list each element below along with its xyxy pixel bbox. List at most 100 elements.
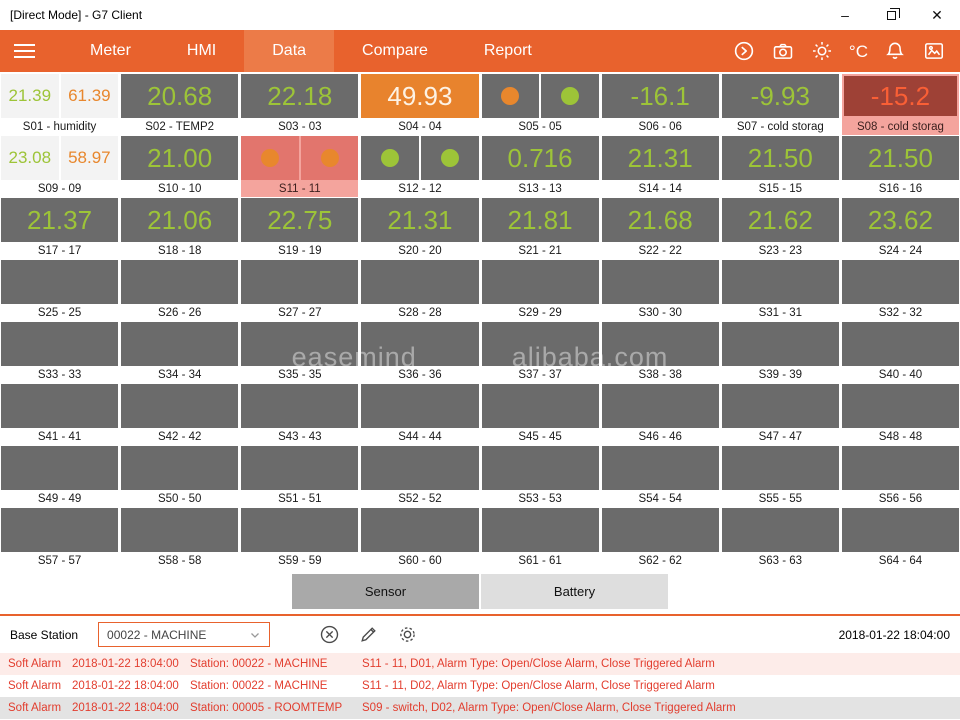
tile-value-area <box>721 384 839 428</box>
battery-button[interactable]: Battery <box>481 574 668 609</box>
sensor-tile[interactable]: S30 - 30 <box>601 260 719 321</box>
sensor-tile[interactable]: S48 - 48 <box>841 384 959 445</box>
station-select[interactable]: 00022 - MACHINE <box>98 622 271 647</box>
sensor-label: S37 - 37 <box>518 369 562 381</box>
sensor-tile[interactable]: 21.62 S23 - 23 <box>721 198 839 259</box>
tab-compare[interactable]: Compare <box>362 42 428 59</box>
sensor-tile[interactable]: S27 - 27 <box>241 260 359 321</box>
sensor-tile[interactable]: S47 - 47 <box>721 384 839 445</box>
sensor-button[interactable]: Sensor <box>292 574 479 609</box>
sensor-tile[interactable]: 21.37 S17 - 17 <box>1 198 119 259</box>
sensor-tile[interactable]: 21.31 S14 - 14 <box>601 136 719 197</box>
tab-meter[interactable]: Meter <box>90 42 131 59</box>
sensor-tile[interactable]: 21.00 S10 - 10 <box>121 136 239 197</box>
sensor-tile[interactable]: S36 - 36 <box>361 322 479 383</box>
sensor-tile[interactable]: S35 - 35 <box>241 322 359 383</box>
sensor-label: S14 - 14 <box>638 183 682 195</box>
sensor-tile[interactable]: S41 - 41 <box>1 384 119 445</box>
sensor-tile[interactable]: 21.06 S18 - 18 <box>121 198 239 259</box>
sensor-tile[interactable]: S25 - 25 <box>1 260 119 321</box>
sensor-tile[interactable]: S33 - 33 <box>1 322 119 383</box>
tile-value-area <box>721 508 839 552</box>
sensor-tile[interactable]: S31 - 31 <box>721 260 839 321</box>
sensor-tile[interactable]: S56 - 56 <box>841 446 959 507</box>
sensor-tile[interactable]: S42 - 42 <box>121 384 239 445</box>
camera-icon[interactable] <box>771 39 795 63</box>
sensor-tile[interactable]: 21.50 S16 - 16 <box>841 136 959 197</box>
sensor-tile[interactable]: -9.93 S07 - cold storag <box>721 74 839 135</box>
sensor-tile[interactable]: 22.75 S19 - 19 <box>241 198 359 259</box>
sensor-tile[interactable]: S39 - 39 <box>721 322 839 383</box>
sensor-label: S06 - 06 <box>638 121 682 133</box>
sensor-tile[interactable]: 23.08 58.97 S09 - 09 <box>1 136 119 197</box>
sensor-tile[interactable]: 21.39 61.39 S01 - humidity <box>1 74 119 135</box>
alarm-row[interactable]: Soft Alarm 2018-01-22 18:04:00 Station: 00… <box>0 697 960 719</box>
sensor-label: S60 - 60 <box>398 555 442 567</box>
sensor-tile[interactable]: S60 - 60 <box>361 508 479 569</box>
sensor-tile[interactable]: S11 - 11 <box>241 136 359 197</box>
sensor-tile[interactable]: S26 - 26 <box>121 260 239 321</box>
sensor-tile[interactable]: 23.62 S24 - 24 <box>841 198 959 259</box>
sensor-tile[interactable]: S58 - 58 <box>121 508 239 569</box>
sensor-tile[interactable]: S63 - 63 <box>721 508 839 569</box>
sensor-tile[interactable]: S54 - 54 <box>601 446 719 507</box>
sensor-label: S44 - 44 <box>398 431 442 443</box>
sync-icon[interactable] <box>732 39 756 63</box>
alarm-bell-icon[interactable] <box>883 39 907 63</box>
temperature-unit-label[interactable]: °C <box>848 41 868 61</box>
sensor-tile[interactable]: S34 - 34 <box>121 322 239 383</box>
sensor-tile[interactable]: S32 - 32 <box>841 260 959 321</box>
edit-icon[interactable] <box>357 624 379 646</box>
sensor-tile[interactable]: S40 - 40 <box>841 322 959 383</box>
sensor-tile[interactable]: S50 - 50 <box>121 446 239 507</box>
sensor-tile[interactable]: -15.2 S08 - cold storag <box>841 74 959 135</box>
sensor-label: S53 - 53 <box>518 493 562 505</box>
sensor-tile[interactable]: S51 - 51 <box>241 446 359 507</box>
sensor-tile[interactable]: S37 - 37 <box>481 322 599 383</box>
sensor-tile[interactable]: S44 - 44 <box>361 384 479 445</box>
brightness-icon[interactable] <box>810 39 834 63</box>
sensor-tile[interactable]: S29 - 29 <box>481 260 599 321</box>
sensor-tile[interactable]: S52 - 52 <box>361 446 479 507</box>
sensor-tile[interactable]: -16.1 S06 - 06 <box>601 74 719 135</box>
sensor-tile[interactable]: S45 - 45 <box>481 384 599 445</box>
sensor-tile[interactable]: 0.716 S13 - 13 <box>481 136 599 197</box>
temperature-value: 21.39 <box>8 86 52 105</box>
sensor-tile[interactable]: 20.68 S02 - TEMP2 <box>121 74 239 135</box>
menu-icon[interactable] <box>0 30 48 72</box>
tab-report[interactable]: Report <box>483 42 532 59</box>
sensor-tile[interactable]: S49 - 49 <box>1 446 119 507</box>
titlebar: [Direct Mode] - G7 Client – ✕ <box>0 0 960 30</box>
sensor-tile[interactable]: S59 - 59 <box>241 508 359 569</box>
sensor-tile[interactable]: S12 - 12 <box>361 136 479 197</box>
minimize-button[interactable]: – <box>841 7 849 23</box>
alarm-row[interactable]: Soft Alarm 2018-01-22 18:04:00 Station: 00… <box>0 653 960 675</box>
sensor-tile[interactable]: S38 - 38 <box>601 322 719 383</box>
sensor-tile[interactable]: 21.31 S20 - 20 <box>361 198 479 259</box>
tile-value-area: 21.37 <box>1 198 119 242</box>
sensor-tile[interactable]: 21.68 S22 - 22 <box>601 198 719 259</box>
settings-icon[interactable] <box>396 624 418 646</box>
sensor-tile[interactable]: S57 - 57 <box>1 508 119 569</box>
clear-icon[interactable] <box>318 624 340 646</box>
sensor-tile[interactable]: S53 - 53 <box>481 446 599 507</box>
sensor-tile[interactable]: S61 - 61 <box>481 508 599 569</box>
close-button[interactable]: ✕ <box>931 6 943 23</box>
tab-hmi[interactable]: HMI <box>186 42 217 59</box>
sensor-tile[interactable]: 21.81 S21 - 21 <box>481 198 599 259</box>
sensor-tile[interactable]: S46 - 46 <box>601 384 719 445</box>
alarm-time: 2018-01-22 18:04:00 <box>72 702 179 714</box>
sensor-tile[interactable]: 22.18 S03 - 03 <box>241 74 359 135</box>
sensor-tile[interactable]: S55 - 55 <box>721 446 839 507</box>
sensor-tile[interactable]: 21.50 S15 - 15 <box>721 136 839 197</box>
snapshot-icon[interactable] <box>922 39 946 63</box>
sensor-tile[interactable]: S64 - 64 <box>841 508 959 569</box>
sensor-tile[interactable]: S62 - 62 <box>601 508 719 569</box>
maximize-button[interactable] <box>868 0 914 30</box>
sensor-tile[interactable]: S43 - 43 <box>241 384 359 445</box>
alarm-row[interactable]: Soft Alarm 2018-01-22 18:04:00 Station: 00… <box>0 675 960 697</box>
tab-data[interactable]: Data <box>244 30 335 72</box>
sensor-tile[interactable]: S05 - 05 <box>481 74 599 135</box>
sensor-tile[interactable]: S28 - 28 <box>361 260 479 321</box>
sensor-tile[interactable]: 49.93 S04 - 04 <box>361 74 479 135</box>
